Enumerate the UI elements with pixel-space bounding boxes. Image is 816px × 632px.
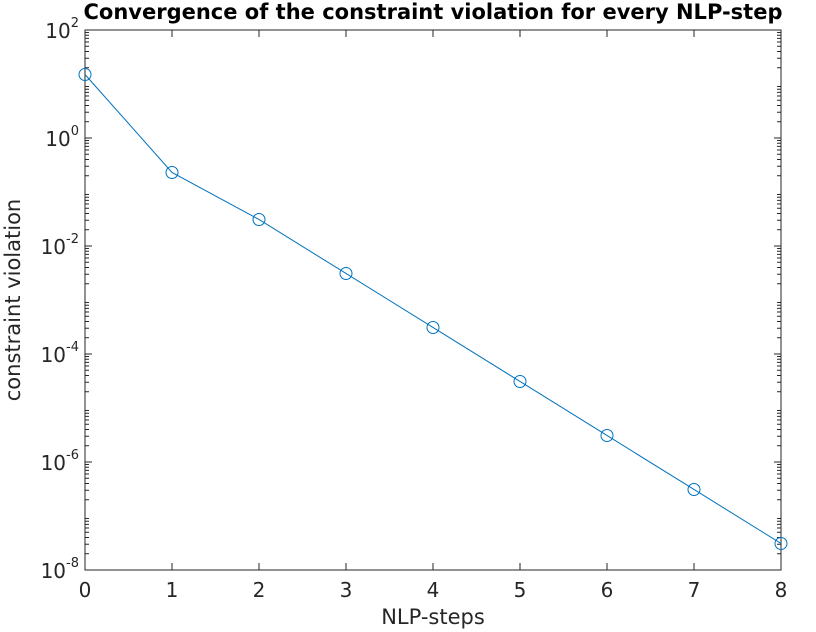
x-axis-label: NLP-steps xyxy=(381,605,485,629)
y-tick-label: 10-6 xyxy=(41,448,79,475)
data-point xyxy=(687,482,701,496)
plot-area xyxy=(85,30,781,570)
y-tick-label: 10-4 xyxy=(41,340,79,367)
x-tick-label: 6 xyxy=(601,578,614,602)
x-tick-label: 0 xyxy=(79,578,92,602)
x-tick-label: 7 xyxy=(688,578,701,602)
data-point xyxy=(78,67,92,81)
x-tick-label: 2 xyxy=(253,578,266,602)
data-point xyxy=(426,320,440,334)
data-point xyxy=(774,536,788,550)
y-axis-label: constraint violation xyxy=(1,199,25,401)
data-point xyxy=(600,428,614,442)
data-point xyxy=(252,212,266,226)
chart-title: Convergence of the constraint violation … xyxy=(84,0,783,24)
x-tick-label: 4 xyxy=(427,578,440,602)
x-tick-label: 5 xyxy=(514,578,527,602)
data-point xyxy=(339,266,353,280)
y-tick-label: 10-8 xyxy=(41,556,79,583)
series-line xyxy=(84,74,782,544)
data-point xyxy=(513,374,527,388)
x-tick-labels: 0 1 2 3 4 5 6 7 8 xyxy=(79,578,788,602)
series-layer xyxy=(78,67,788,550)
y-tick-label: 10-2 xyxy=(41,232,79,259)
axes-box xyxy=(84,29,782,571)
y-tick-label: 100 xyxy=(45,124,79,151)
x-tick-label: 3 xyxy=(340,578,353,602)
x-tick-label: 1 xyxy=(166,578,179,602)
data-point xyxy=(165,165,179,179)
x-tick-label: 8 xyxy=(775,578,788,602)
y-tick-label: 102 xyxy=(45,16,79,43)
y-tick-labels: 10-8 10-6 10-4 10-2 100 102 xyxy=(41,16,79,583)
minor-ticks xyxy=(85,31,781,555)
